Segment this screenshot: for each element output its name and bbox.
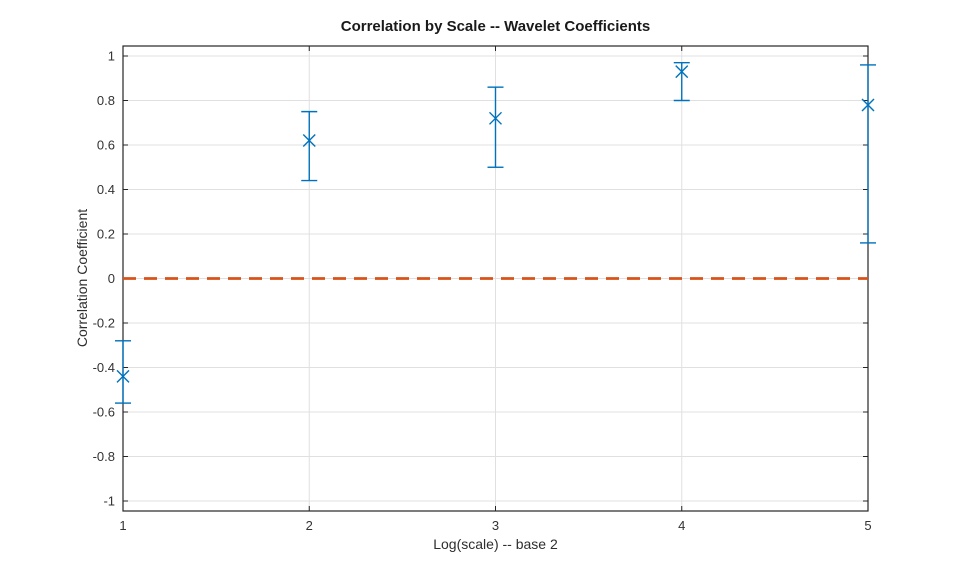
x-tick-label: 2	[306, 518, 313, 533]
y-tick-label: 1	[108, 49, 115, 64]
y-tick-label: 0.6	[97, 138, 115, 153]
data-marker-x	[302, 134, 316, 148]
y-tick-label: -0.8	[93, 449, 115, 464]
y-tick-label: -0.6	[93, 404, 115, 419]
tick-labels: -1 -0.8 -0.6 -0.4 -0.2 0 0.2 0.4 0.6 0.8 1 1 2 3 4 5	[93, 49, 872, 533]
x-tick-label: 4	[678, 518, 685, 533]
y-tick-label: 0	[108, 271, 115, 286]
data-marker-x	[861, 98, 875, 112]
y-tick-label: 0.2	[97, 227, 115, 242]
x-tick-label: 1	[119, 518, 126, 533]
x-axis-label: Log(scale) -- base 2	[433, 536, 558, 552]
chart-title: Correlation by Scale -- Wavelet Coeffici…	[340, 18, 651, 35]
y-tick-label: 0.8	[97, 93, 115, 108]
y-tick-label: -0.4	[93, 360, 115, 375]
data-marker-x	[675, 65, 689, 79]
data-marker-x	[489, 111, 502, 125]
y-tick-label: -1	[103, 493, 115, 508]
x-tick-label: 3	[492, 518, 499, 533]
errorbar-series	[115, 61, 876, 404]
x-tick-label: 5	[864, 518, 871, 533]
y-tick-label: 0.4	[97, 182, 115, 197]
y-tick-label: -0.2	[93, 315, 115, 330]
data-marker-x	[116, 369, 130, 383]
